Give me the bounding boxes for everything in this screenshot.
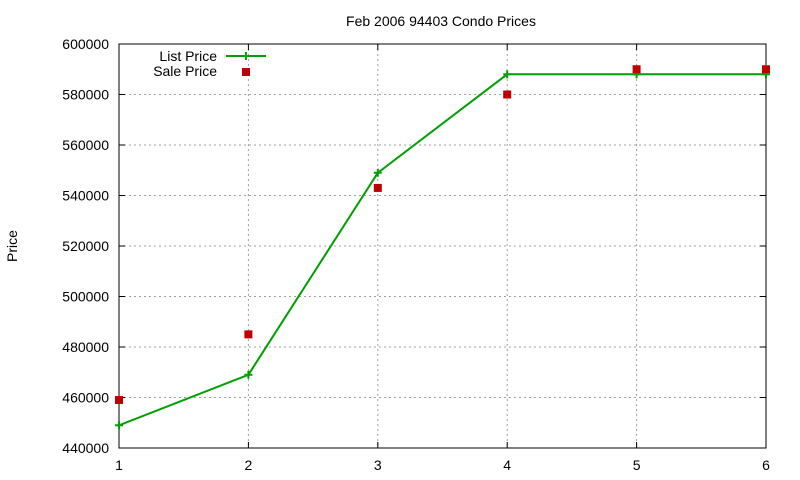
y-axis-label: Price (4, 230, 20, 262)
x-tick-label: 3 (374, 457, 382, 473)
legend: List Price Sale Price (153, 48, 266, 79)
y-tick-label: 440000 (62, 440, 109, 456)
x-tick-label: 1 (115, 457, 123, 473)
legend-plus (242, 52, 250, 60)
list-price-point (115, 421, 123, 430)
sale-price-point (762, 65, 770, 74)
list-price-point (244, 370, 253, 379)
grid-layer (119, 44, 766, 448)
sale-price-point (244, 330, 253, 339)
list-price-point (503, 70, 512, 79)
y-tick-label: 520000 (62, 238, 109, 254)
y-tick-label: 560000 (62, 137, 109, 153)
series-layer (115, 65, 770, 430)
y-tick-label: 460000 (62, 390, 109, 406)
legend-marker-list-price (242, 52, 250, 60)
legend-label-sale-price: Sale Price (153, 63, 217, 79)
y-tick-label: 480000 (62, 339, 109, 355)
sale-price-point (115, 396, 123, 405)
y-tick-label: 540000 (62, 188, 109, 204)
sale-price-point (503, 90, 512, 99)
x-tick-label: 5 (633, 457, 641, 473)
y-tick-label: 500000 (62, 289, 109, 305)
tick-layer: 4400004600004800005000005200005400005600… (62, 36, 770, 473)
x-tick-label: 2 (245, 457, 253, 473)
legend-label-list-price: List Price (159, 48, 217, 64)
x-tick-label: 4 (503, 457, 511, 473)
sale-price-point (632, 65, 641, 74)
legend-marker-sale-price (242, 68, 250, 76)
y-tick-label: 600000 (62, 36, 109, 52)
list-price-line (118, 73, 766, 427)
sale-price-point (373, 183, 382, 192)
chart-title: Feb 2006 94403 Condo Prices (346, 13, 536, 29)
x-tick-label: 6 (762, 457, 770, 473)
y-tick-label: 580000 (62, 87, 109, 103)
list-price-point (373, 168, 382, 177)
